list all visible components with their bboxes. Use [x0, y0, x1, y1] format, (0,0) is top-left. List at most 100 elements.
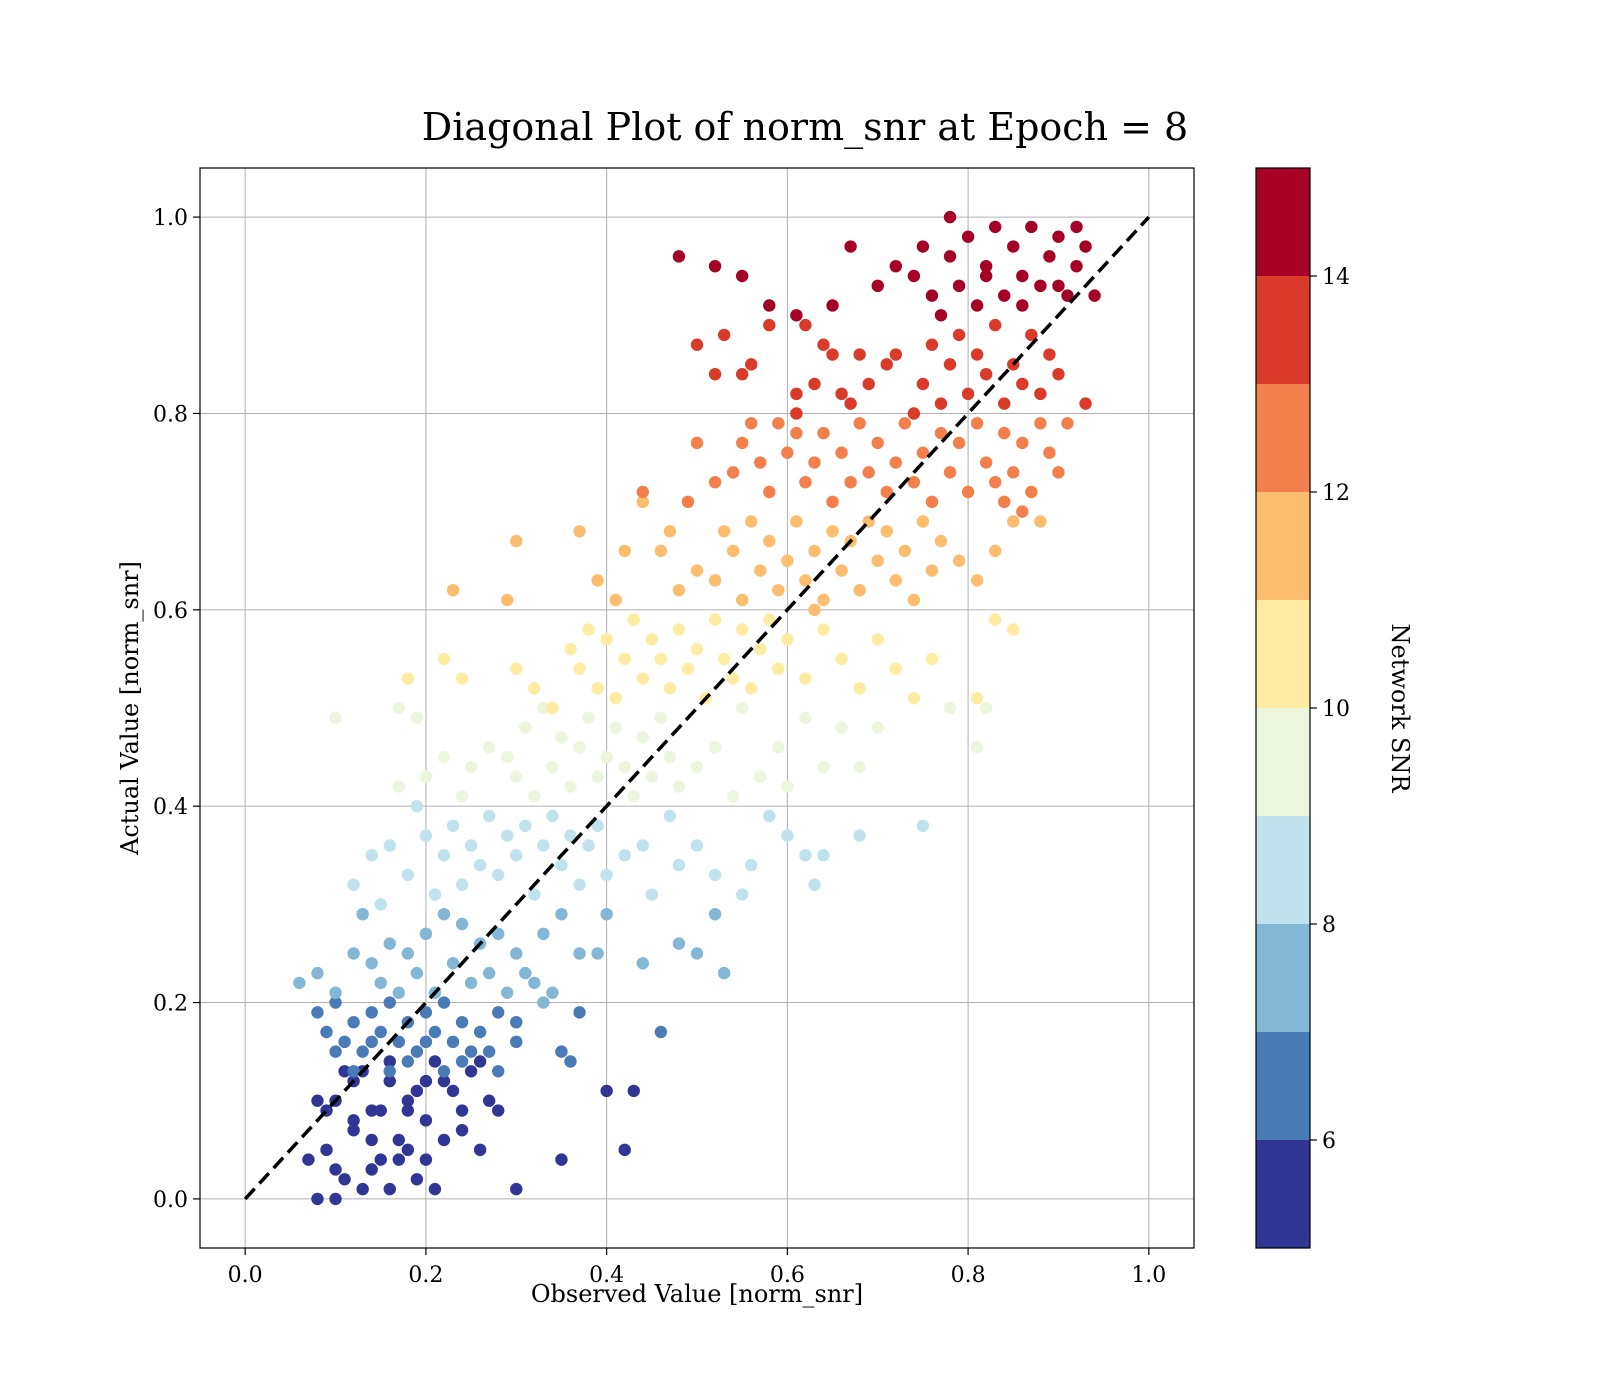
scatter-point [455, 790, 469, 803]
scatter-point [437, 750, 451, 764]
scatter-point [871, 633, 884, 646]
scatter-point [790, 515, 803, 528]
scatter-point [1043, 250, 1056, 263]
scatter-point [600, 750, 613, 764]
scatter-point [681, 662, 695, 675]
scatter-point [1088, 289, 1101, 302]
scatter-point [672, 250, 686, 263]
scatter-point [1025, 220, 1038, 234]
scatter-point [428, 888, 442, 901]
scatter-point [871, 554, 884, 567]
scatter-point [482, 741, 496, 754]
colorbar-bin [1256, 1140, 1310, 1248]
scatter-point [799, 672, 812, 685]
scatter-point [1007, 623, 1020, 636]
scatter-point [419, 1074, 433, 1088]
scatter-point [636, 957, 649, 970]
scatter-point [690, 839, 704, 852]
scatter-point [636, 495, 649, 509]
scatter-point [943, 210, 957, 224]
scatter-point [781, 829, 794, 842]
scatter-point [970, 417, 984, 430]
scatter-point [311, 1094, 324, 1107]
scatter-point [998, 426, 1011, 440]
scatter-point [473, 1143, 487, 1157]
scatter-point [916, 515, 930, 528]
scatter-point [600, 868, 613, 882]
scatter-point [573, 878, 586, 891]
scatter-point [564, 780, 577, 793]
scatter-point [510, 947, 523, 960]
scatter-point [772, 662, 785, 675]
scatter-point [410, 711, 424, 725]
scatter-point [889, 259, 902, 273]
scatter-point [329, 711, 342, 725]
scatter-point [636, 839, 649, 852]
scatter-point [781, 554, 794, 567]
scatter-point [510, 534, 523, 548]
scatter-point [627, 613, 640, 626]
scatter-point [717, 652, 731, 666]
scatter-point [437, 1065, 451, 1078]
scatter-point [473, 858, 487, 872]
scatter-point [844, 475, 857, 489]
y-tick-label: 0.4 [153, 795, 188, 820]
scatter-point [799, 475, 812, 489]
scatter-point [410, 966, 424, 980]
scatter-point [365, 849, 378, 862]
scatter-point [383, 937, 396, 950]
scatter-point [645, 633, 659, 646]
scatter-point [537, 839, 550, 852]
colorbar-tick-label: 12 [1322, 481, 1350, 506]
scatter-point [510, 662, 523, 675]
scatter-point [446, 1084, 460, 1098]
colorbar-tick-label: 6 [1322, 1129, 1336, 1154]
scatter-point [501, 750, 514, 764]
scatter-point [636, 731, 649, 744]
scatter-point [528, 790, 541, 803]
scatter-point [1016, 377, 1029, 391]
colorbar-bin [1256, 600, 1310, 708]
scatter-point [654, 711, 668, 725]
scatter-point [663, 525, 677, 538]
scatter-point [410, 1084, 424, 1098]
scatter-point [817, 338, 830, 351]
scatter-point [455, 1015, 469, 1029]
scatter-point [510, 1015, 523, 1029]
scatter-point [790, 426, 803, 440]
colorbar-tick-label: 14 [1322, 265, 1350, 290]
scatter-point [853, 348, 866, 361]
scatter-point [600, 633, 613, 646]
scatter-point [1061, 417, 1074, 430]
scatter-point [943, 358, 957, 371]
scatter-point [826, 525, 839, 538]
scatter-point [546, 760, 559, 774]
scatter-point [772, 583, 785, 597]
scatter-point [880, 358, 893, 371]
scatter-point [374, 1025, 387, 1039]
scatter-point [519, 819, 532, 833]
scatter-point [419, 1006, 433, 1019]
scatter-point [808, 456, 821, 469]
scatter-point [989, 475, 1002, 489]
scatter-point [799, 574, 812, 587]
scatter-point [591, 682, 604, 695]
scatter-point [1016, 505, 1029, 518]
scatter-point [419, 1153, 433, 1166]
scatter-point [663, 750, 677, 764]
scatter-point [609, 721, 622, 734]
scatter-point [392, 1153, 405, 1166]
scatter-point [754, 456, 767, 469]
scatter-point [862, 377, 875, 391]
scatter-point [862, 466, 875, 479]
scatter-point [952, 279, 966, 293]
scatter-point [817, 426, 830, 440]
scatter-point [573, 1006, 586, 1019]
scatter-point [989, 318, 1002, 332]
scatter-point [1007, 466, 1020, 479]
scatter-point [645, 770, 659, 783]
scatter-point [600, 907, 613, 921]
scatter-point [708, 367, 722, 381]
scatter-point [419, 927, 433, 941]
